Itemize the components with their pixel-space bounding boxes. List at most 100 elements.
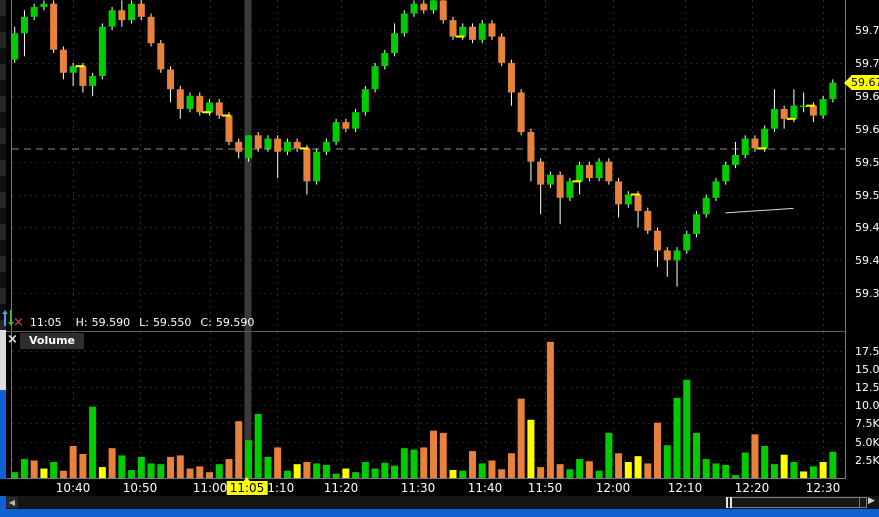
candle[interactable] [595, 158, 603, 182]
candle[interactable] [69, 62, 77, 86]
candle[interactable] [761, 125, 769, 152]
candle[interactable] [215, 99, 223, 119]
left-scrollbar-thumb[interactable] [0, 330, 6, 390]
candle[interactable] [235, 138, 243, 159]
volume-bar[interactable] [352, 472, 360, 478]
volume-bar[interactable] [468, 451, 476, 478]
price-axis[interactable]: 59.75 59.70 59.65 59.60 59.55 59.50 59.45 59.40… [846, 0, 879, 331]
volume-bar[interactable] [235, 421, 243, 478]
candle[interactable] [293, 138, 301, 152]
candle[interactable] [283, 138, 291, 156]
candle[interactable] [731, 141, 739, 169]
candle[interactable] [410, 0, 418, 17]
volume-bar[interactable] [449, 469, 457, 478]
volume-bar[interactable] [439, 432, 447, 478]
volume-bar[interactable] [566, 469, 574, 478]
volume-bar[interactable] [322, 464, 330, 478]
volume-bar[interactable] [254, 413, 262, 478]
candle[interactable] [137, 0, 145, 21]
volume-bar[interactable] [430, 430, 438, 478]
candle[interactable] [722, 161, 730, 185]
scrollbar-thumb[interactable] [726, 497, 860, 508]
volume-bar[interactable] [595, 470, 603, 478]
candle[interactable] [605, 158, 613, 185]
volume-bar[interactable] [585, 461, 593, 478]
candle[interactable] [420, 0, 428, 14]
candle[interactable] [780, 105, 788, 129]
volume-bar[interactable] [332, 473, 340, 478]
volume-bar[interactable] [30, 460, 38, 478]
candle[interactable] [196, 92, 204, 116]
candle[interactable] [751, 135, 759, 152]
candle[interactable] [322, 138, 330, 156]
candle[interactable] [673, 247, 681, 287]
scroll-right-arrow-icon[interactable]: ▶ [868, 496, 875, 506]
volume-bar[interactable] [196, 466, 204, 478]
delete-tool-icon[interactable]: × [13, 314, 24, 330]
scrollbar-grip-icon[interactable] [726, 497, 732, 508]
volume-bar[interactable] [576, 459, 584, 478]
candle[interactable] [244, 135, 252, 162]
candle[interactable] [790, 89, 798, 123]
volume-bar[interactable] [819, 461, 827, 478]
candle[interactable] [449, 16, 457, 40]
volume-bar[interactable] [683, 379, 691, 478]
volume-bar[interactable] [225, 459, 233, 478]
candle[interactable] [352, 108, 360, 132]
candle[interactable] [624, 191, 632, 208]
candle[interactable] [693, 210, 700, 238]
candle[interactable] [712, 178, 720, 202]
candle[interactable] [517, 89, 525, 136]
volume-close-icon[interactable]: × [7, 332, 18, 347]
volume-bar[interactable] [702, 459, 710, 478]
volume-bar[interactable] [624, 461, 632, 478]
scroll-left-arrow-icon[interactable]: ◀ [6, 497, 18, 508]
candle[interactable] [20, 10, 28, 57]
volume-bar[interactable] [634, 456, 642, 478]
volume-bar[interactable] [108, 448, 116, 478]
candle[interactable] [556, 171, 564, 225]
volume-bar[interactable] [118, 455, 126, 478]
volume-bar[interactable] [537, 467, 545, 478]
volume-bar[interactable] [546, 341, 554, 478]
volume-bar[interactable] [89, 406, 97, 478]
candle[interactable] [644, 207, 652, 234]
volume-bar[interactable] [20, 459, 28, 478]
candle[interactable] [11, 26, 19, 63]
volume-bar[interactable] [605, 432, 613, 478]
candle[interactable] [439, 0, 447, 24]
candle[interactable] [186, 92, 194, 113]
candle[interactable] [157, 39, 165, 73]
drawn-trendline[interactable] [725, 207, 794, 214]
candle[interactable] [274, 135, 282, 179]
volume-axis[interactable]: 17.5K 15.0K 12.5K 10.0K 7.5K 5.0K 2.5K [846, 332, 879, 479]
volume-bar[interactable] [556, 464, 564, 478]
volume-bar[interactable] [215, 464, 223, 478]
candle[interactable] [527, 128, 535, 182]
volume-bar[interactable] [11, 472, 19, 478]
volume-bar[interactable] [800, 471, 808, 478]
candle[interactable] [702, 194, 710, 218]
volume-bar[interactable] [137, 456, 145, 478]
candle[interactable] [800, 92, 808, 113]
candle[interactable] [585, 161, 593, 182]
scale-arrows-icon[interactable] [2, 310, 14, 326]
volume-bar[interactable] [780, 454, 788, 478]
volume-bar[interactable] [761, 445, 769, 478]
candle[interactable] [478, 20, 486, 44]
volume-bar[interactable] [69, 445, 77, 478]
volume-bar[interactable] [712, 463, 720, 478]
candle[interactable] [59, 46, 67, 80]
volume-bar[interactable] [283, 470, 291, 478]
volume-bar[interactable] [741, 452, 749, 478]
candle[interactable] [381, 49, 389, 70]
price-chart-plot[interactable] [0, 0, 846, 331]
volume-bar[interactable] [342, 468, 350, 478]
volume-bar[interactable] [459, 470, 467, 478]
panel-divider[interactable] [6, 331, 846, 332]
volume-bar[interactable] [40, 468, 48, 478]
volume-bar[interactable] [98, 467, 106, 478]
volume-bar[interactable] [206, 472, 213, 478]
candle[interactable] [741, 135, 749, 159]
